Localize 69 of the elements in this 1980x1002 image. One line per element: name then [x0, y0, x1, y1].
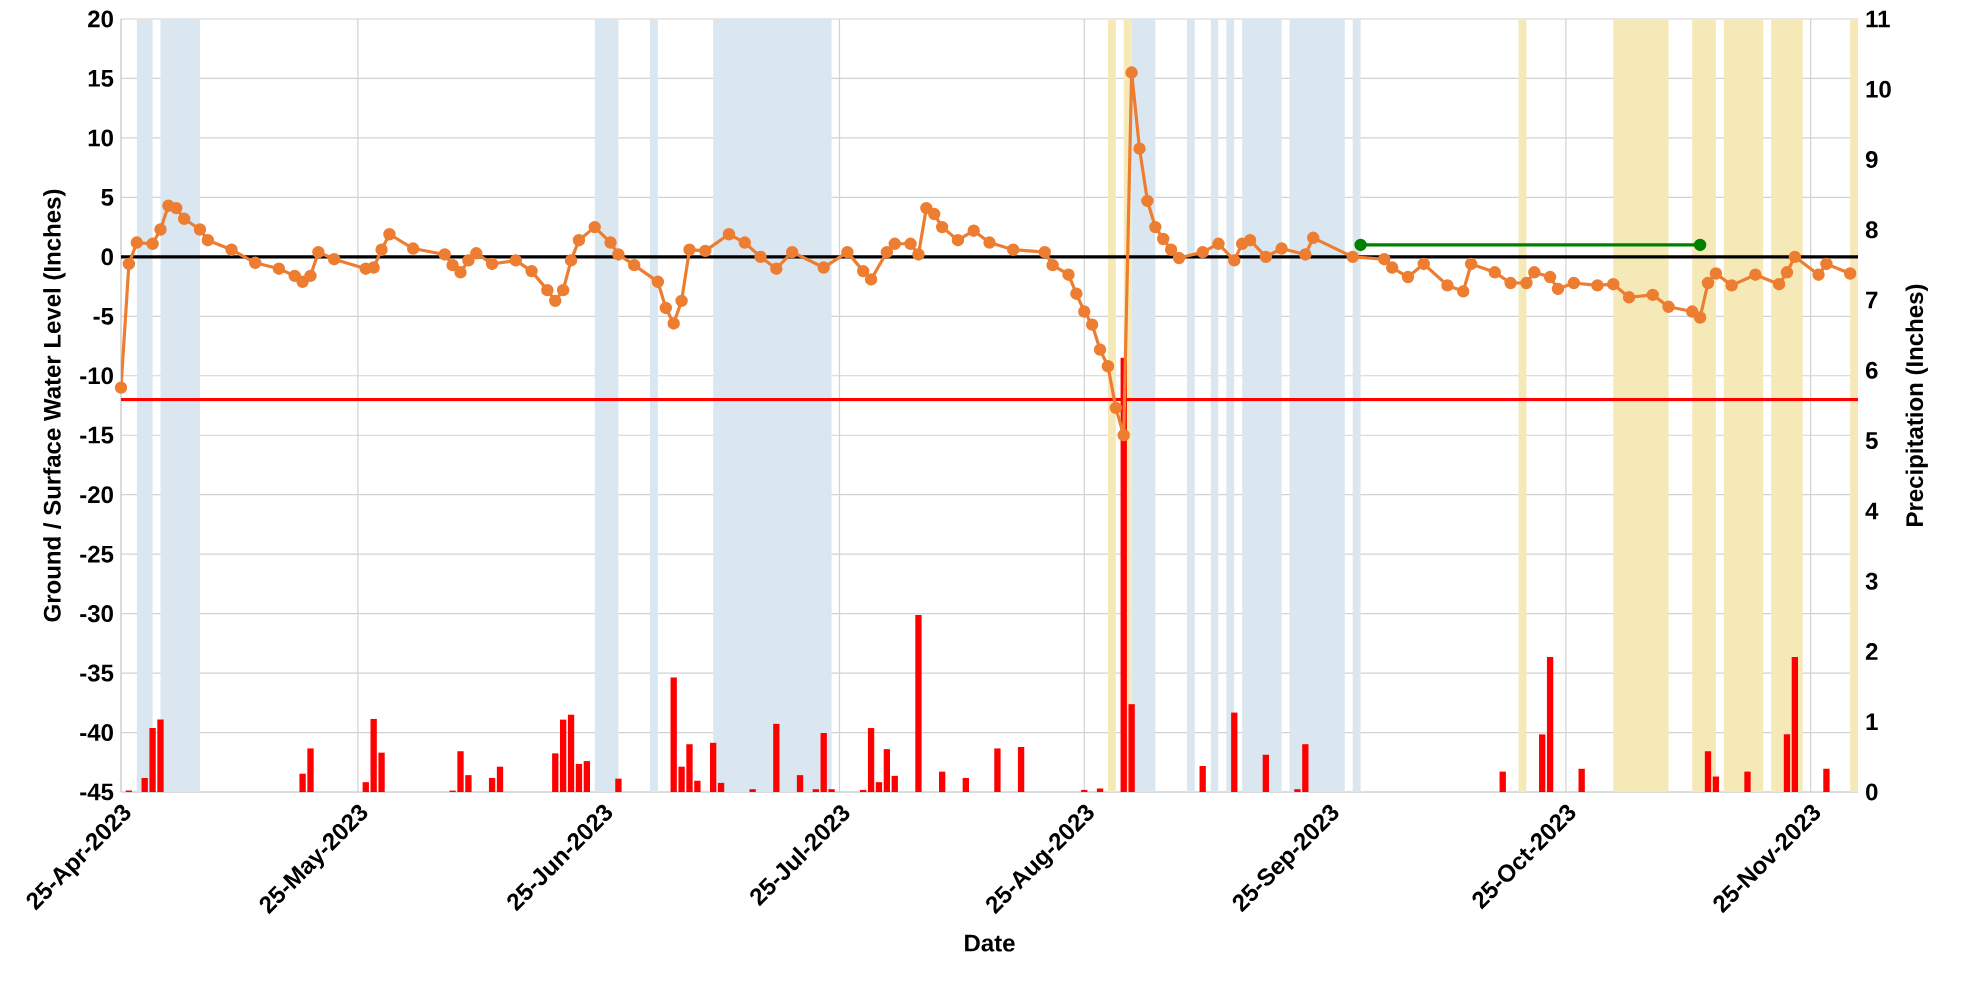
y-tick-label: -35 — [80, 664, 114, 682]
y-tick-label: -30 — [80, 605, 113, 623]
bar — [1744, 771, 1751, 792]
bar — [883, 749, 891, 792]
bar — [1262, 754, 1270, 792]
bar — [860, 789, 867, 792]
bar — [1546, 657, 1554, 792]
x-axis-title: Date — [965, 934, 1015, 952]
y-tick-label: -15 — [80, 426, 114, 444]
bar — [710, 742, 717, 792]
y2-tick-label: 0 — [1866, 783, 1878, 801]
bar — [362, 782, 369, 792]
bar — [891, 775, 898, 792]
bar — [1539, 734, 1546, 792]
bar — [560, 719, 567, 792]
y-axis-title: Ground / Surface Water Level (Inches) — [43, 189, 66, 622]
bar — [1823, 768, 1830, 792]
y2-tick-label: 2 — [1865, 643, 1878, 660]
y-tick-label: 10 — [88, 129, 113, 147]
y2-tick-label: 1 — [1866, 713, 1878, 730]
y2-tick-label: 7 — [1866, 291, 1878, 309]
bar — [488, 777, 496, 792]
bar — [575, 763, 583, 792]
y2-tick-label: 4 — [1865, 502, 1879, 520]
bar — [994, 748, 1001, 792]
y-tick-label: -10 — [80, 367, 113, 385]
y-tick-label: -25 — [80, 545, 114, 563]
bar — [1499, 771, 1506, 792]
bar — [1704, 751, 1712, 792]
bar — [796, 775, 804, 792]
y2-tick-label: 5 — [1865, 432, 1878, 449]
y-tick-label: 15 — [88, 70, 114, 87]
y-tick-label: -45 — [80, 783, 114, 801]
bar — [867, 728, 875, 792]
y-tick-label: -20 — [80, 486, 113, 504]
y-tick-label: 5 — [101, 189, 114, 206]
bar — [1712, 776, 1720, 792]
bar — [915, 614, 922, 792]
bar — [1081, 789, 1088, 792]
bar — [1231, 712, 1238, 792]
y-tick-label: -5 — [93, 307, 114, 325]
bar — [1017, 747, 1025, 792]
y2-axis-title: Precipitation (Inches) — [1905, 284, 1928, 526]
bar — [567, 714, 575, 792]
y2-tick-label: 11 — [1866, 10, 1890, 28]
bar — [962, 777, 969, 792]
bar — [1199, 766, 1206, 792]
bar — [1783, 734, 1791, 792]
y-tick-label: 0 — [101, 248, 113, 266]
y2-tick-label: 10 — [1866, 80, 1891, 98]
bar — [773, 723, 780, 792]
bar — [749, 789, 756, 792]
bar — [812, 789, 819, 792]
bar — [717, 782, 725, 792]
bar — [875, 782, 883, 792]
bar — [1096, 788, 1104, 792]
bar — [1578, 768, 1585, 792]
y-tick-label: -40 — [80, 724, 113, 742]
y2-tick-label: 6 — [1865, 361, 1878, 379]
bar — [552, 753, 559, 792]
y2-tick-label: 3 — [1865, 572, 1878, 590]
bar — [938, 771, 946, 792]
y2-tick-label: 9 — [1865, 151, 1878, 169]
bar — [583, 761, 590, 792]
bar — [1791, 657, 1799, 792]
bar — [615, 778, 622, 792]
bar — [496, 766, 504, 792]
y2-tick-label: 8 — [1865, 221, 1878, 239]
y-tick-label: 20 — [88, 10, 113, 28]
